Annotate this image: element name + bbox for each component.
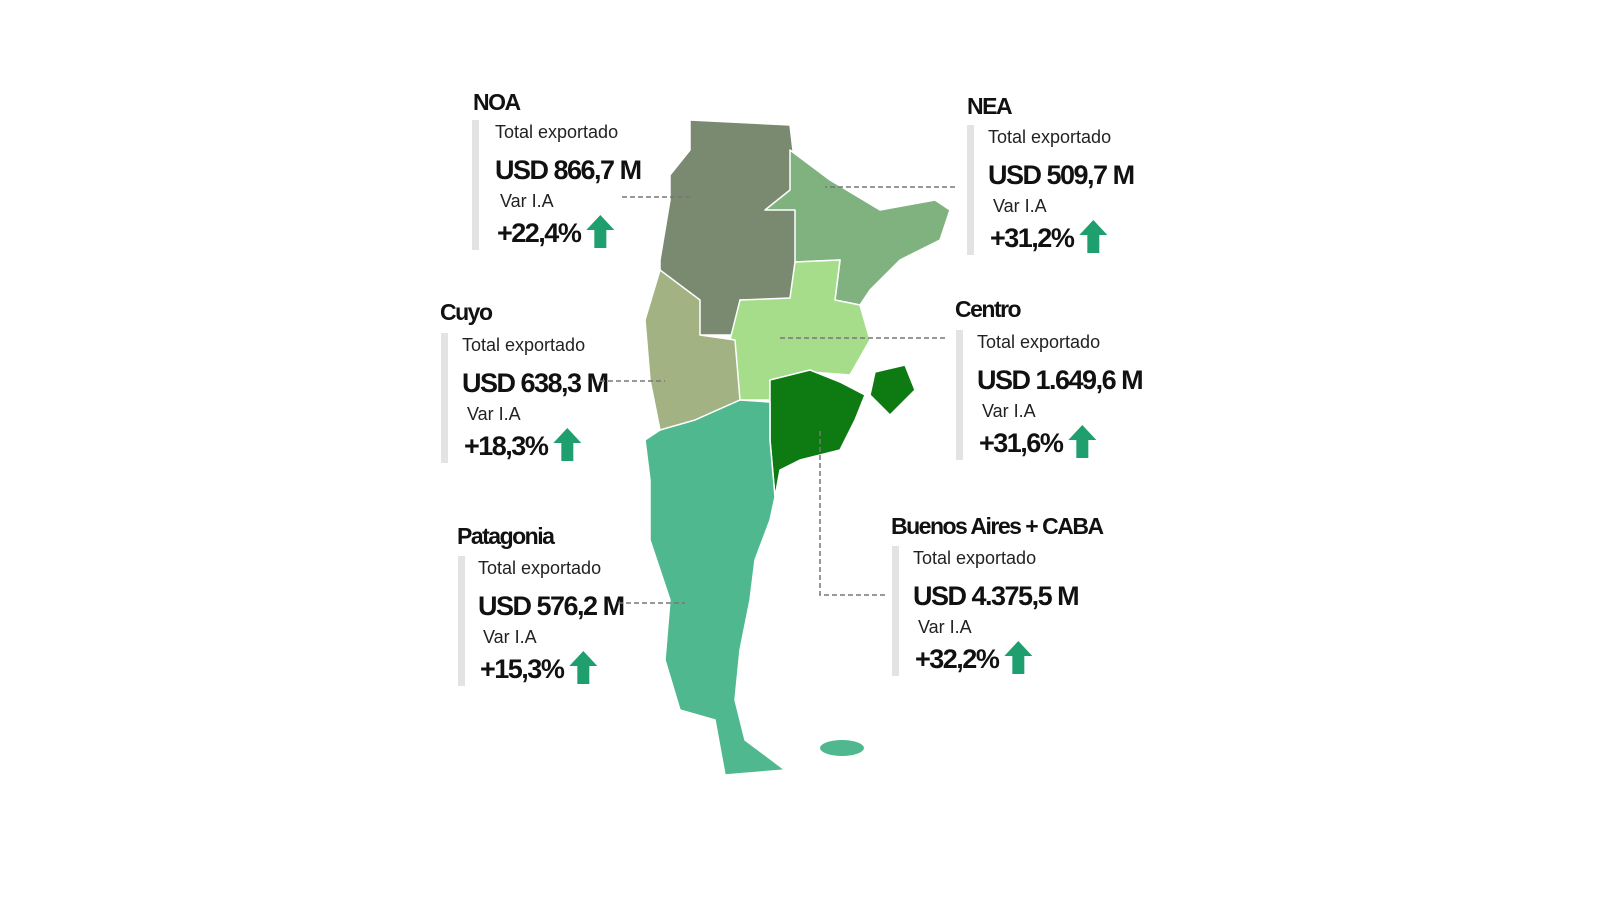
export-value: USD 509,7 M <box>988 160 1134 190</box>
up-arrow <box>1079 220 1108 253</box>
side-bar <box>472 120 479 250</box>
var-value: +22,4% <box>497 218 582 248</box>
up-arrow <box>1004 641 1033 674</box>
export-value: USD 4.375,5 M <box>913 581 1078 611</box>
up-arrow <box>569 651 598 684</box>
connector <box>819 430 885 596</box>
export-value: USD 866,7 M <box>495 155 641 185</box>
region-title: NOA <box>473 89 521 115</box>
side-bar <box>458 556 465 686</box>
total-label: Total exportado <box>478 558 601 578</box>
var-label: Var I.A <box>993 196 1047 216</box>
region-title: Cuyo <box>440 299 493 325</box>
var-label: Var I.A <box>483 627 537 647</box>
region-labels: NOA Total exportado USD 866,7 M Var I.A +22,… <box>440 89 1144 686</box>
export-value: USD 576,2 M <box>478 591 624 621</box>
total-label: Total exportado <box>462 335 585 355</box>
total-label: Total exportado <box>495 122 618 142</box>
side-bar <box>967 125 974 255</box>
total-label: Total exportado <box>977 332 1100 352</box>
map <box>644 119 951 776</box>
region-title: Centro <box>955 296 1022 322</box>
var-label: Var I.A <box>500 191 554 211</box>
region-title: Buenos Aires + CABA <box>891 513 1103 539</box>
up-arrow <box>553 428 582 461</box>
side-bar <box>892 546 899 676</box>
var-value: +15,3% <box>480 654 565 684</box>
export-value: USD 1.649,6 M <box>977 365 1142 395</box>
var-value: +18,3% <box>464 431 549 461</box>
side-bar <box>441 333 448 463</box>
var-label: Var I.A <box>982 401 1036 421</box>
region-block: Cuyo Total exportado USD 638,3 M Var I.A +18… <box>440 299 665 463</box>
region-block: NOA Total exportado USD 866,7 M Var I.A +22,… <box>472 89 690 250</box>
var-label: Var I.A <box>467 404 521 424</box>
total-label: Total exportado <box>988 127 1111 147</box>
var-value: +31,2% <box>990 223 1075 253</box>
side-bar <box>956 330 963 460</box>
region-block: Patagonia Total exportado USD 576,2 M Var I… <box>457 523 685 686</box>
var-value: +31,6% <box>979 428 1064 458</box>
export-value: USD 638,3 M <box>462 368 608 398</box>
region-patagonia <box>644 399 786 776</box>
region-block: Buenos Aires + CABA Total exportado USD 4.… <box>819 430 1105 676</box>
islands <box>820 740 864 756</box>
region-block: Centro Total exportado USD 1.649,6 M Var I.… <box>780 296 1144 460</box>
region-buenos-aires <box>769 369 866 498</box>
up-arrow <box>1068 425 1097 458</box>
total-label: Total exportado <box>913 548 1036 568</box>
region-block: NEA Total exportado USD 509,7 M Var I.A +31,… <box>825 93 1135 255</box>
region-caba <box>869 364 916 416</box>
region-title: Patagonia <box>457 523 555 549</box>
var-label: Var I.A <box>918 617 972 637</box>
region-nea <box>764 149 951 306</box>
up-arrow <box>586 215 615 248</box>
region-title: NEA <box>967 93 1012 119</box>
var-value: +32,2% <box>915 644 1000 674</box>
